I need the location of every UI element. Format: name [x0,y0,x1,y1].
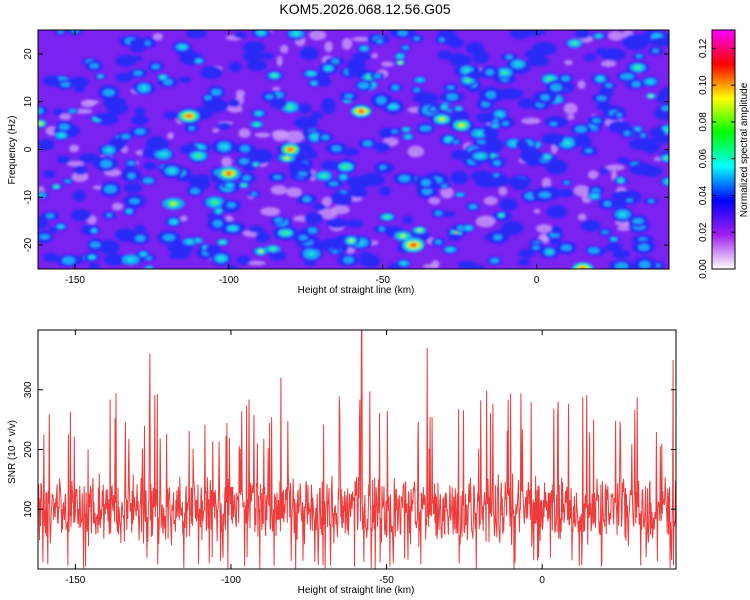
snr-y-tick-label: 100 [23,500,34,517]
heatmap-x-label: Height of straight line (km) [298,285,415,296]
colorbar-tick-label: 0.08 [698,112,709,132]
snr-x-ticks: -150 -100 -50 0 [65,330,545,586]
colorbar-tick-label: 0.02 [698,222,709,242]
heatmap-x-tick-label: 0 [534,275,540,286]
heatmap-x-tick-label: -100 [219,275,239,286]
heatmap-y-tick-label: 20 [23,48,34,60]
snr-panel: -150 -100 -50 0 100 200 300 Height of straigh… [7,329,677,596]
colorbar-tick-label: 0.06 [698,149,709,169]
colorbar: 0.00 0.02 0.04 0.06 0.08 0.10 0.12 Normalized … [698,29,750,279]
snr-y-ticks: 100 200 300 [23,381,676,518]
snr-series-line [38,330,676,569]
colorbar-tick-label: 0.00 [698,259,709,279]
colorbar-gradient [711,29,736,270]
colorbar-tick-label: 0.04 [698,185,709,205]
colorbar-tick-label: 0.12 [698,38,709,58]
heatmap-x-tick-label: -50 [376,275,391,286]
snr-y-label: SNR (10 * v/v) [7,420,18,484]
heatmap-x-ticks: -150 -100 -50 0 [65,30,540,286]
heatmap-blobs [38,30,669,269]
snr-x-tick-label: -100 [221,575,241,586]
figure-title: KOM5.2026.068.12.56.G05 [279,1,450,17]
snr-x-tick-label: -150 [65,575,85,586]
heatmap-y-tick-label: -10 [23,190,34,205]
heatmap-y-label: Frequency (Hz) [7,116,18,185]
heatmap-y-tick-label: 0 [23,146,34,152]
snr-x-label: Height of straight line (km) [298,585,415,596]
snr-x-tick-label: -50 [379,575,394,586]
snr-frame [37,329,677,570]
snr-y-tick-label: 300 [23,381,34,398]
snr-y-tick-label: 200 [23,441,34,458]
colorbar-ticks: 0.00 0.02 0.04 0.06 0.08 0.10 0.12 [698,38,735,279]
heatmap-x-tick-label: -150 [65,275,85,286]
colorbar-label: Normalized spectral amplitude [739,82,750,217]
snr-x-tick-label: 0 [539,575,545,586]
colorbar-tick-label: 0.10 [698,75,709,95]
heatmap-y-ticks: -20 -10 0 10 20 [23,48,669,252]
heatmap-y-tick-label: 10 [23,96,34,108]
heatmap-y-tick-label: -20 [23,237,34,252]
